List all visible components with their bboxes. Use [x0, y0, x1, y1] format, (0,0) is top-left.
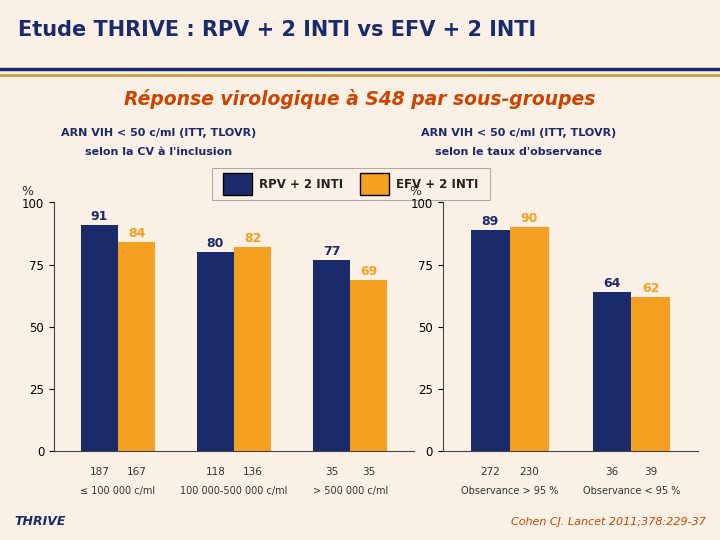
Text: selon la CV à l'inclusion: selon la CV à l'inclusion: [85, 146, 232, 157]
Text: ARN VIH < 50 c/ml (ITT, TLOVR): ARN VIH < 50 c/ml (ITT, TLOVR): [420, 128, 616, 138]
Bar: [313, 260, 350, 451]
Text: THRIVE: THRIVE: [14, 515, 66, 528]
Text: selon le taux d'observance: selon le taux d'observance: [435, 146, 602, 157]
Text: 39: 39: [644, 467, 657, 477]
Text: 36: 36: [606, 467, 618, 477]
Text: ARN VIH < 50 c/ml (ITT, TLOVR): ARN VIH < 50 c/ml (ITT, TLOVR): [60, 128, 256, 138]
Text: 84: 84: [127, 227, 145, 240]
Bar: [118, 242, 155, 451]
Text: 118: 118: [205, 467, 225, 477]
Bar: [350, 280, 387, 451]
Text: RPV + 2 INTI: RPV + 2 INTI: [259, 178, 343, 191]
Text: 100 000-500 000 c/ml: 100 000-500 000 c/ml: [180, 485, 288, 496]
FancyBboxPatch shape: [223, 173, 252, 195]
Text: EFV + 2 INTI: EFV + 2 INTI: [396, 178, 478, 191]
Text: 187: 187: [89, 467, 109, 477]
Bar: [81, 225, 118, 451]
Text: 167: 167: [127, 467, 146, 477]
Bar: [197, 252, 234, 451]
Text: 90: 90: [521, 212, 538, 225]
Text: %: %: [410, 185, 422, 198]
Text: Réponse virologique à S48 par sous-groupes: Réponse virologique à S48 par sous-group…: [125, 89, 595, 109]
Text: 35: 35: [325, 467, 338, 477]
Text: Observance < 95 %: Observance < 95 %: [582, 485, 680, 496]
Bar: [234, 247, 271, 451]
Text: 62: 62: [642, 282, 660, 295]
Text: 91: 91: [91, 210, 108, 223]
Bar: [631, 297, 670, 451]
Text: 64: 64: [603, 277, 621, 290]
Bar: [510, 227, 549, 451]
Text: 80: 80: [207, 237, 224, 250]
Text: 136: 136: [243, 467, 263, 477]
Bar: [471, 230, 510, 451]
Text: 230: 230: [519, 467, 539, 477]
Text: 82: 82: [244, 232, 261, 245]
Text: > 500 000 c/ml: > 500 000 c/ml: [312, 485, 388, 496]
Text: Observance > 95 %: Observance > 95 %: [461, 485, 559, 496]
Text: 35: 35: [362, 467, 375, 477]
Text: ≤ 100 000 c/ml: ≤ 100 000 c/ml: [81, 485, 156, 496]
Text: Etude THRIVE : RPV + 2 INTI vs EFV + 2 INTI: Etude THRIVE : RPV + 2 INTI vs EFV + 2 I…: [18, 20, 536, 40]
Text: 272: 272: [480, 467, 500, 477]
Text: 89: 89: [482, 215, 499, 228]
Text: 69: 69: [360, 265, 377, 278]
FancyBboxPatch shape: [360, 173, 389, 195]
Bar: [593, 292, 631, 451]
Text: %: %: [22, 185, 34, 198]
Text: Cohen CJ. Lancet 2011;378:229-37: Cohen CJ. Lancet 2011;378:229-37: [510, 517, 706, 527]
Text: 77: 77: [323, 245, 341, 258]
